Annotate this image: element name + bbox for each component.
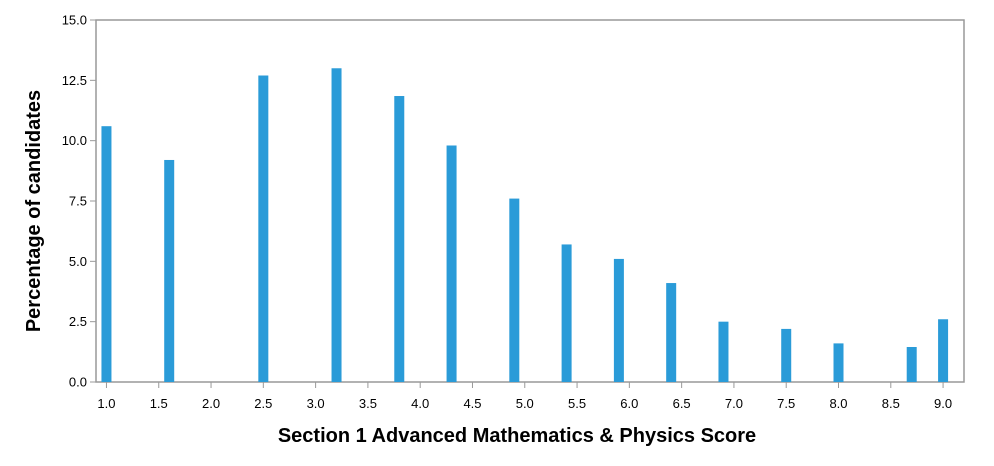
y-tick-label: 12.5 — [62, 73, 87, 88]
bar — [938, 319, 949, 382]
bar — [718, 321, 729, 382]
x-tick-label: 4.5 — [463, 396, 481, 411]
y-tick-label: 10.0 — [62, 133, 87, 148]
plot-frame — [95, 19, 965, 383]
x-tick-label: 1.0 — [97, 396, 115, 411]
bar — [331, 68, 342, 383]
bar — [906, 347, 917, 382]
x-tick-label: 8.0 — [829, 396, 847, 411]
y-tick-label: 7.5 — [69, 194, 87, 209]
x-tick-label: 5.5 — [568, 396, 586, 411]
bar — [394, 96, 405, 383]
x-tick-label: 5.0 — [516, 396, 534, 411]
bar-series — [101, 68, 949, 383]
y-axis-title: Percentage of candidates — [23, 90, 45, 332]
bar — [446, 145, 457, 382]
x-tick-label: 1.5 — [150, 396, 168, 411]
bar — [561, 244, 572, 382]
x-axis-title: Section 1 Advanced Mathematics & Physics… — [278, 425, 756, 447]
y-tick-label: 15.0 — [62, 13, 87, 28]
bar — [833, 343, 844, 382]
bar — [509, 198, 520, 382]
bar — [101, 126, 112, 382]
x-tick-label: 3.0 — [307, 396, 325, 411]
x-tick-label: 6.0 — [620, 396, 638, 411]
x-tick-label: 6.5 — [673, 396, 691, 411]
y-tick-label: 0.0 — [69, 375, 87, 390]
x-tick-label: 7.5 — [777, 396, 795, 411]
bar — [666, 283, 677, 382]
x-tick-label: 2.5 — [254, 396, 272, 411]
x-tick-label: 7.0 — [725, 396, 743, 411]
bar — [258, 75, 269, 383]
x-tick-label: 9.0 — [934, 396, 952, 411]
x-tick-label: 2.0 — [202, 396, 220, 411]
x-tick-label: 8.5 — [882, 396, 900, 411]
bar — [613, 258, 624, 382]
bar — [781, 328, 792, 382]
x-axis: 1.0 1.5 2.0 2.5 3.0 3.5 4.0 4.5 5.0 5.5 6.0 6.5 7.0 7… — [97, 382, 952, 411]
y-axis: 0.0 2.5 5.0 7.5 10.0 12.5 15.0 — [62, 13, 96, 390]
y-tick-label: 5.0 — [69, 254, 87, 269]
y-tick-label: 2.5 — [69, 314, 87, 329]
x-tick-label: 3.5 — [359, 396, 377, 411]
bar — [164, 159, 175, 382]
x-tick-label: 4.0 — [411, 396, 429, 411]
